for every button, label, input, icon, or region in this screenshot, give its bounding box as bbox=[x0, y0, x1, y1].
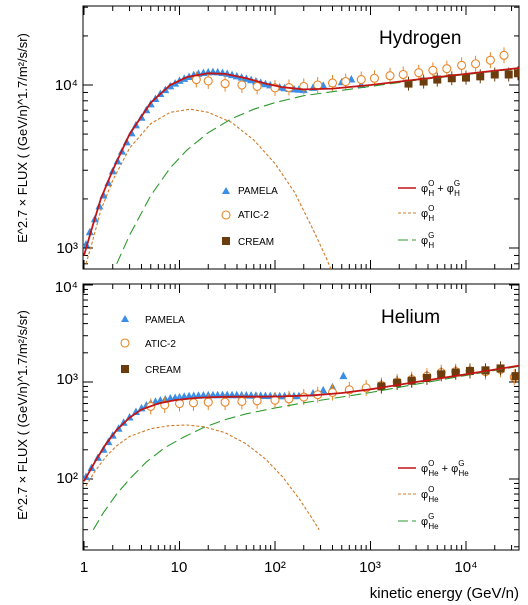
legend-triangle-marker bbox=[121, 315, 129, 322]
helium-legend-data: PAMELA ATIC-2 CREAM bbox=[120, 315, 185, 376]
hydrogen-atic-point bbox=[457, 60, 467, 70]
helium-title: Helium bbox=[381, 307, 440, 328]
hydrogen-legend-data: PAMELA ATIC-2 CREAM bbox=[221, 186, 278, 248]
helium-cream-point bbox=[511, 372, 519, 381]
hydrogen-cream-point bbox=[504, 70, 513, 79]
helium-atic-point bbox=[327, 387, 338, 398]
hydrogen-pamela-point bbox=[85, 227, 94, 236]
legend-circle-marker bbox=[120, 338, 130, 348]
hydrogen-atic-point bbox=[485, 55, 495, 65]
hydrogen-atic-point bbox=[237, 80, 247, 90]
helium-atic-point bbox=[220, 397, 230, 407]
helium-cream-point bbox=[422, 373, 431, 382]
helium-cream-point bbox=[377, 382, 386, 391]
helium-cream-point bbox=[465, 366, 474, 375]
hydrogen-legend-models: φO H + φG H φO H φG H bbox=[398, 179, 460, 250]
hydrogen-atic-point bbox=[203, 76, 213, 86]
helium-legend-total: φO He + φG He bbox=[421, 459, 469, 478]
hydrogen-ytick-label-1e4: 10⁴ bbox=[55, 77, 78, 94]
helium-axis-ticks bbox=[83, 284, 519, 550]
hydrogen-curve-total bbox=[83, 67, 519, 256]
hydrogen-panel-frame bbox=[82, 5, 520, 270]
helium-cream-point bbox=[407, 376, 416, 385]
hydrogen-cream-point bbox=[513, 69, 519, 78]
hydrogen-atic-point bbox=[252, 81, 262, 91]
helium-pamela-point bbox=[339, 371, 348, 380]
hydrogen-atic-point bbox=[341, 76, 351, 87]
helium-legend-atic: ATIC-2 bbox=[145, 339, 176, 350]
hydrogen-atic-point bbox=[398, 69, 408, 80]
helium-y-axis-title: E^2.7 × FLUX ( (GeV/n)^1.7/m²/s/sr) bbox=[15, 310, 30, 520]
hydrogen-plot-area bbox=[83, 47, 519, 269]
hydrogen-legend-pamela: PAMELA bbox=[238, 186, 278, 197]
hydrogen-cream-point bbox=[433, 75, 442, 84]
helium-legend-component-o: φO He bbox=[421, 485, 439, 504]
hydrogen-legend-component-o: φO H bbox=[421, 204, 434, 223]
hydrogen-legend-component-g: φG H bbox=[421, 231, 434, 250]
helium-atic-point bbox=[237, 396, 247, 407]
xtick-label-1: 1 bbox=[80, 559, 88, 576]
helium-pamela-point bbox=[119, 418, 128, 426]
helium-curve-component-o bbox=[85, 424, 320, 530]
hydrogen-cream-point bbox=[462, 73, 470, 82]
hydrogen-legend-total: φO H + φG H bbox=[421, 179, 460, 198]
hydrogen-curve-component-o bbox=[85, 108, 332, 269]
helium-legend-component-g: φG He bbox=[421, 512, 439, 531]
hydrogen-atic-point bbox=[313, 80, 323, 90]
hydrogen-legend-cream: CREAM bbox=[238, 237, 274, 248]
legend-triangle-marker bbox=[222, 187, 230, 194]
hydrogen-atic-point bbox=[428, 65, 438, 75]
xtick-label-1000: 10³ bbox=[359, 559, 381, 576]
helium-ytick-label-1e2: 10² bbox=[56, 470, 78, 487]
xtick-label-10: 10 bbox=[171, 559, 188, 576]
hydrogen-curve-component-g bbox=[116, 68, 519, 265]
hydrogen-atic-point bbox=[220, 79, 230, 89]
hydrogen-atic-point bbox=[442, 64, 452, 74]
hydrogen-y-axis-title: E^2.7 × FLUX ( (GeV/n)^1.7/m²/s/sr) bbox=[15, 33, 30, 243]
hydrogen-title: Hydrogen bbox=[379, 28, 461, 49]
hydrogen-cream-point bbox=[476, 72, 485, 81]
helium-cream-point bbox=[451, 368, 460, 377]
hydrogen-atic-point bbox=[369, 73, 380, 83]
legend-square-marker bbox=[222, 237, 230, 245]
helium-curve-component-g bbox=[92, 365, 519, 530]
helium-atic-point bbox=[299, 392, 309, 402]
hydrogen-atic-point bbox=[385, 71, 395, 81]
xtick-label-100: 10² bbox=[264, 559, 286, 576]
helium-cream-point bbox=[393, 378, 402, 387]
helium-ytick-label-1e4: 10⁴ bbox=[55, 279, 78, 296]
legend-circle-marker bbox=[221, 210, 231, 220]
hydrogen-axis-ticks bbox=[83, 6, 519, 269]
helium-legend-cream: CREAM bbox=[145, 365, 181, 376]
helium-curve-total bbox=[83, 364, 519, 482]
helium-panel-frame bbox=[82, 283, 520, 551]
x-axis-title: kinetic energy (GeV/n) bbox=[370, 585, 519, 602]
hydrogen-legend-atic: ATIC-2 bbox=[238, 210, 269, 221]
hydrogen-atic-point bbox=[414, 68, 424, 78]
helium-cream-point bbox=[437, 370, 446, 379]
helium-atic-point bbox=[188, 398, 199, 408]
hydrogen-atic-point bbox=[499, 50, 509, 60]
hydrogen-cream-point bbox=[490, 70, 499, 79]
hydrogen-atic-point bbox=[356, 75, 366, 85]
helium-legend-models: φO He + φG He φO He φG He bbox=[398, 459, 469, 531]
xtick-label-10000: 10⁴ bbox=[454, 559, 477, 576]
hydrogen-cream-point bbox=[419, 77, 428, 86]
helium-atic-point bbox=[203, 397, 213, 407]
helium-atic-point bbox=[252, 396, 262, 406]
legend-square-marker bbox=[121, 365, 129, 373]
hydrogen-atic-point bbox=[327, 78, 338, 88]
hydrogen-atic-point bbox=[471, 59, 481, 69]
hydrogen-ytick-label-1e3: 10³ bbox=[56, 240, 78, 257]
hydrogen-cream-point bbox=[447, 74, 456, 83]
helium-legend-pamela: PAMELA bbox=[145, 315, 185, 326]
helium-ytick-label-1e3: 10³ bbox=[56, 371, 78, 388]
helium-pamela-point bbox=[131, 407, 140, 416]
helium-pamela-point bbox=[319, 385, 328, 394]
helium-plot-area bbox=[83, 361, 519, 530]
hydrogen-cream-point bbox=[404, 79, 413, 88]
